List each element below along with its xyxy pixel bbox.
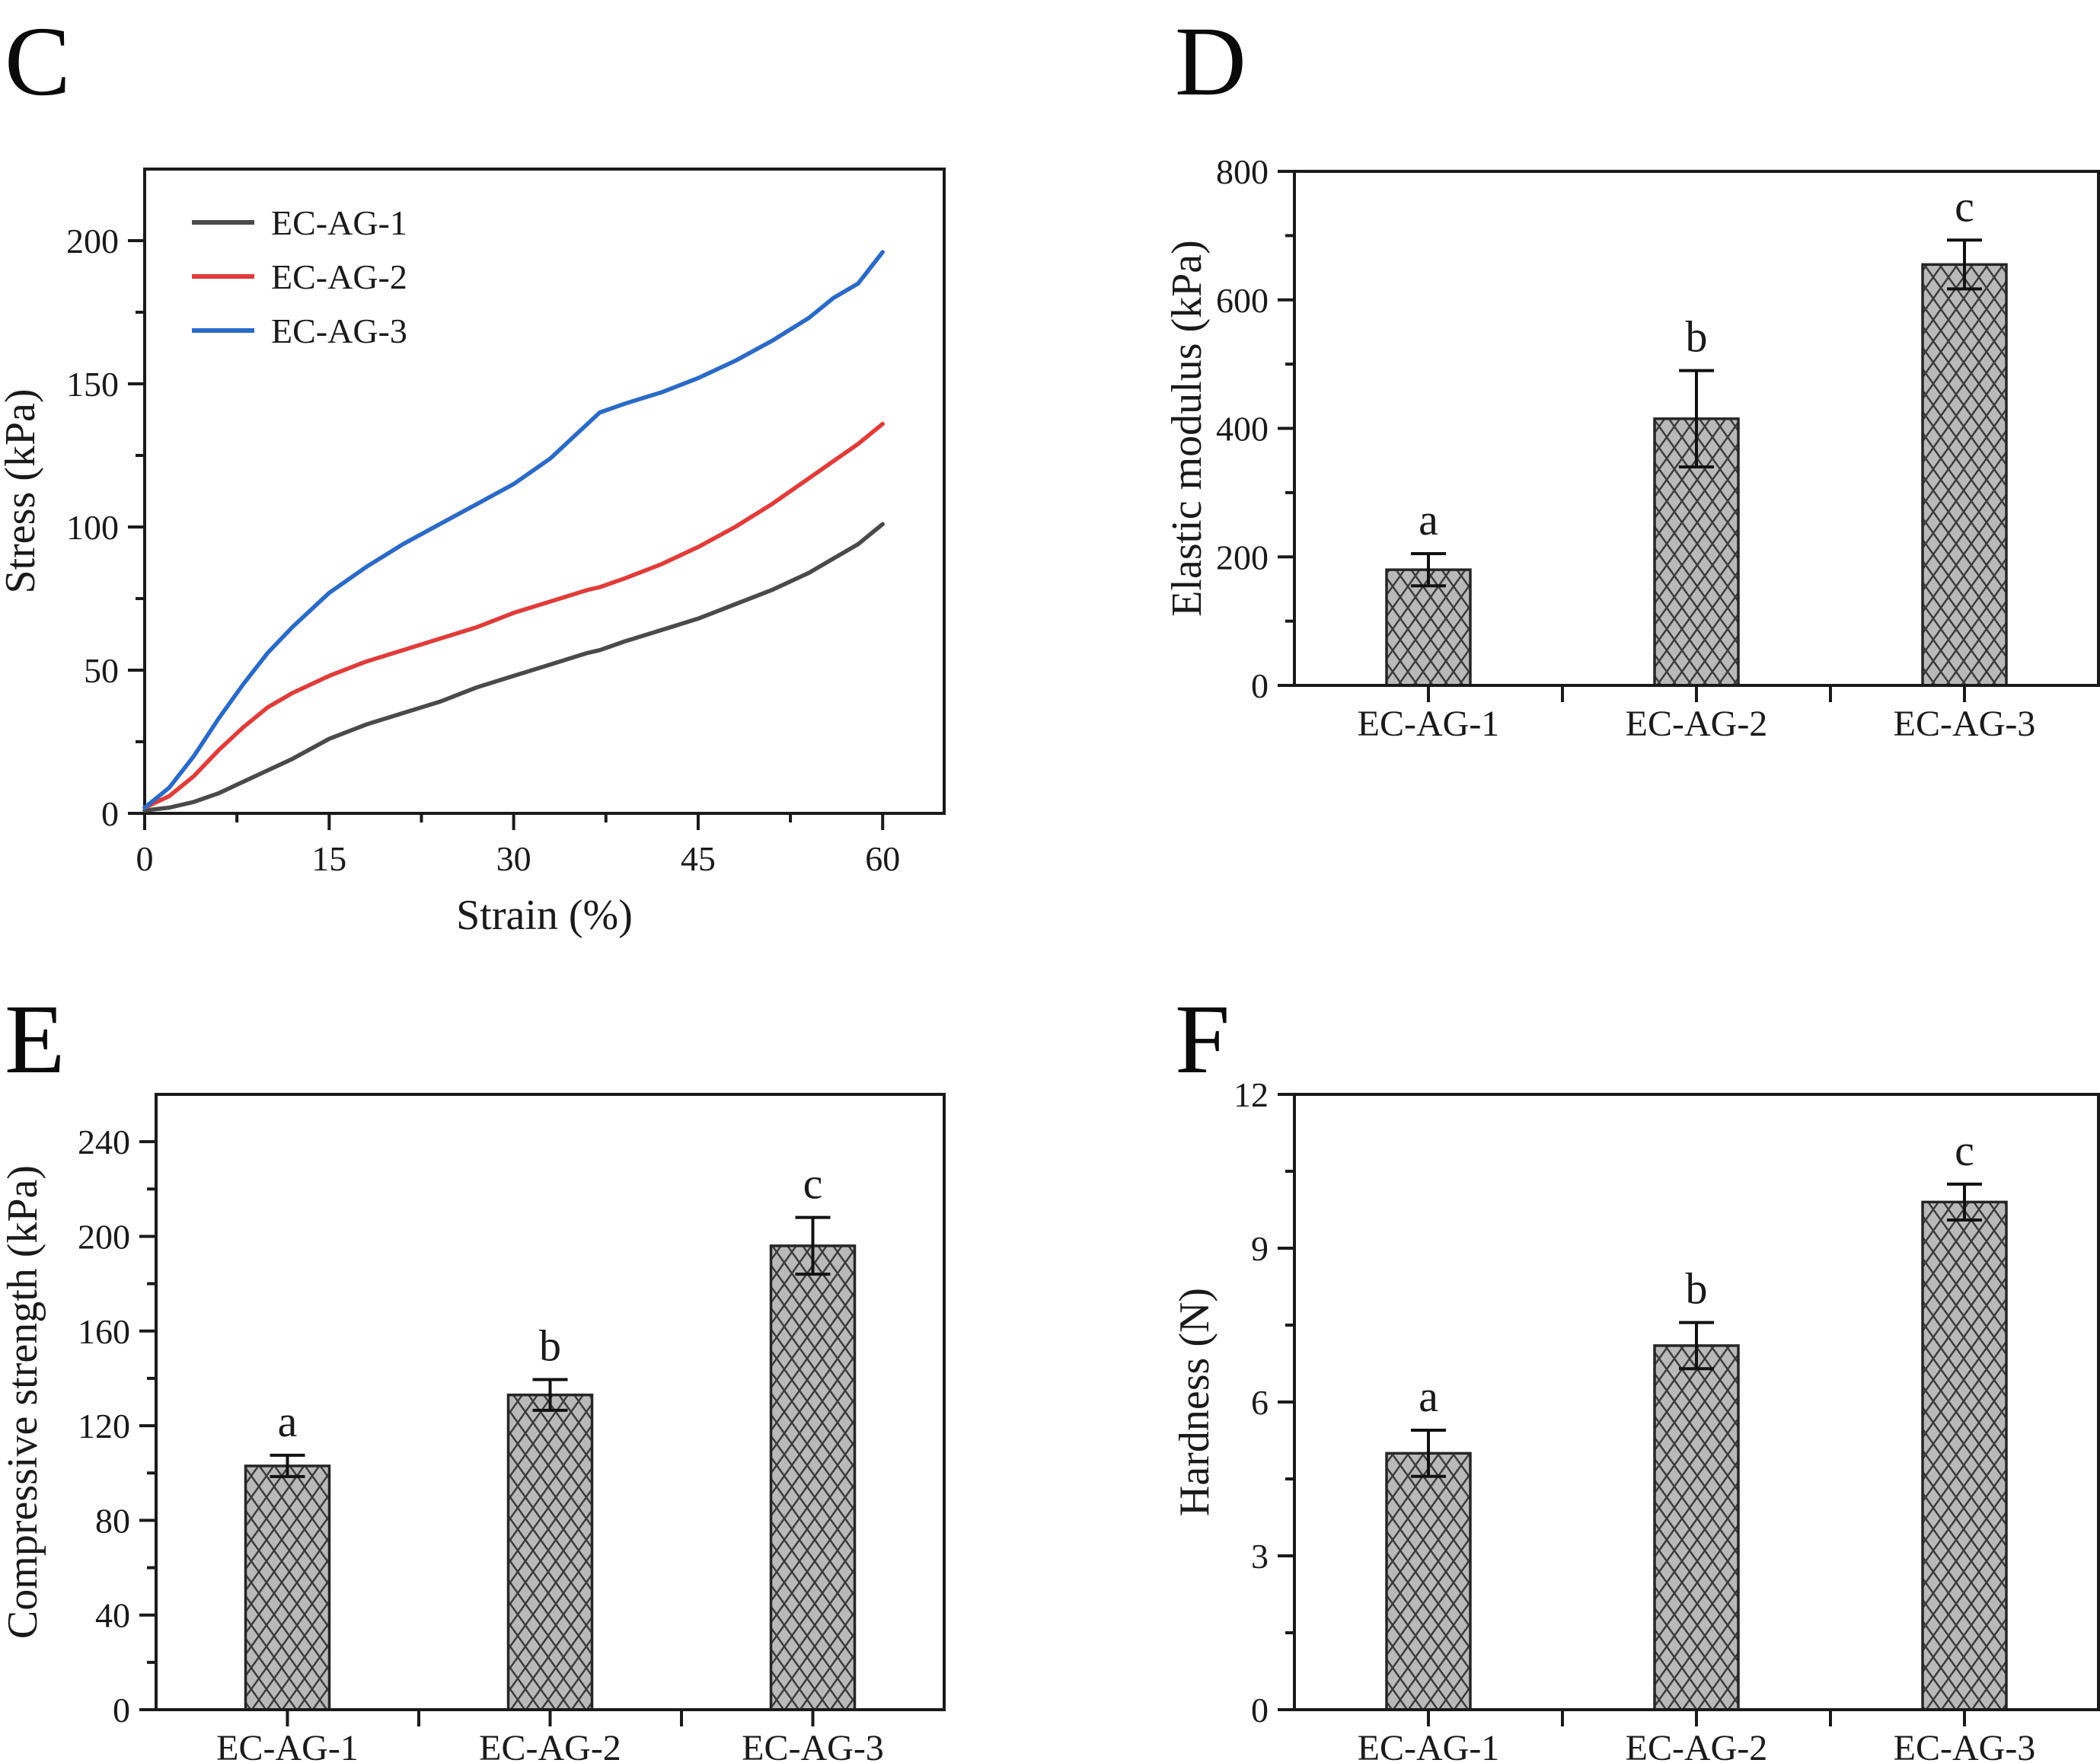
error-bar-ec-ag-1	[270, 1453, 305, 1478]
error-bar-ec-ag-2	[1679, 1321, 1714, 1371]
error-bar-ec-ag-3	[1947, 238, 1982, 291]
error-bar-ec-ag-3	[795, 1215, 831, 1276]
panel-c-stress-strain: C 0 50 100 150 200 0 15 30 45 60 Strain (%) Stress …	[0, 0, 1050, 975]
sig-letter-b: b	[1686, 1264, 1708, 1314]
legend-label-ec-ag-2: EC-AG-2	[271, 257, 407, 296]
y-axis-title: Stress (kPa)	[0, 388, 44, 593]
error-bar-ec-ag-1	[1411, 552, 1446, 588]
bar-ec-ag-3	[1921, 263, 2008, 687]
y-tick-label: 0	[1251, 1691, 1269, 1729]
bar-ec-ag-1	[244, 1464, 331, 1711]
series-line-ec-ag-2	[142, 421, 885, 810]
y-tick-label: 160	[78, 1312, 130, 1351]
bar-ec-ag-2	[506, 1393, 594, 1711]
category-label-ec-ag-1: EC-AG-1	[1358, 1728, 1500, 1763]
y-tick-label: 6	[1251, 1383, 1269, 1422]
elastic-modulus-bar-chart: 0 200 400 600 800 a EC-AG-1 b EC-AG-2 c EC-AG-3 Ela…	[1163, 152, 2100, 744]
y-tick-label: 3	[1251, 1537, 1269, 1576]
plot-frame	[1293, 170, 2100, 687]
panel-d-elastic-modulus: D 0 200 400 600 800 a EC-AG-1 b EC-AG-2 c EC-AG-3 E…	[1050, 0, 2100, 975]
category-label-ec-ag-3: EC-AG-3	[742, 1728, 884, 1763]
series-line-ec-ag-1	[142, 522, 885, 813]
sig-letter-c: c	[1955, 1126, 1974, 1175]
plot-frame	[155, 1093, 946, 1711]
panel-letter-f: F	[1175, 985, 1230, 1094]
x-axis-title: Strain (%)	[456, 892, 633, 939]
bar-ec-ag-3	[1921, 1200, 2008, 1711]
sig-letter-b: b	[1686, 312, 1708, 362]
stress-strain-line-chart: 0 50 100 150 200 0 15 30 45 60 Strain (%) Stress (k…	[0, 168, 946, 939]
y-axis-title: Hardness (N)	[1171, 1288, 1218, 1516]
x-tick-label: 60	[865, 839, 900, 878]
y-tick-label: 0	[101, 794, 119, 833]
series-line-ec-ag-3	[142, 250, 885, 810]
x-tick-label: 15	[311, 839, 346, 878]
plot-frame	[1293, 1093, 2100, 1711]
error-bar-ec-ag-2	[532, 1378, 568, 1412]
y-tick-label: 80	[95, 1501, 130, 1540]
sig-letter-a: a	[1419, 1372, 1438, 1421]
bar-ec-ag-1	[1385, 1452, 1472, 1711]
y-tick-label: 0	[113, 1691, 130, 1729]
y-tick-label: 200	[78, 1217, 130, 1256]
compressive-strength-bar-chart: 0 40 80 120 160 200 240 a EC-AG-1 b EC-AG-2 c EC-AG-…	[0, 1093, 946, 1763]
sig-letter-a: a	[278, 1397, 298, 1446]
x-tick-label: 45	[681, 839, 716, 878]
hardness-bar-chart: 0 3 6 9 12 a EC-AG-1 b EC-AG-2 c EC-AG-3 Hardness (…	[1171, 1075, 2100, 1763]
bar-ec-ag-3	[769, 1244, 857, 1711]
panel-letter-e: E	[5, 985, 65, 1094]
category-label-ec-ag-1: EC-AG-1	[216, 1728, 359, 1763]
bar-ec-ag-2	[1653, 1344, 1740, 1711]
x-tick-label: 30	[496, 839, 531, 878]
y-tick-label: 50	[84, 651, 119, 690]
y-tick-label: 200	[66, 222, 119, 260]
sig-letter-c: c	[1955, 181, 1974, 231]
x-tick-label: 0	[136, 839, 154, 878]
category-label-ec-ag-2: EC-AG-2	[479, 1728, 621, 1763]
panel-e-compressive-strength: E 0 40 80 120 160 200 240 a EC-AG-1 b EC-AG-2 c EC-A…	[0, 975, 1050, 1763]
legend-label-ec-ag-1: EC-AG-1	[271, 203, 407, 242]
category-label-ec-ag-3: EC-AG-3	[1894, 704, 2036, 744]
y-tick-label: 100	[66, 508, 119, 547]
y-tick-label: 600	[1216, 281, 1269, 320]
y-axis-title: Compressive strength (kPa)	[0, 1165, 46, 1639]
category-label-ec-ag-3: EC-AG-3	[1894, 1728, 2036, 1763]
category-label-ec-ag-2: EC-AG-2	[1626, 1728, 1768, 1763]
error-bar-ec-ag-2	[1679, 369, 1714, 469]
sig-letter-a: a	[1419, 495, 1438, 545]
y-tick-label: 0	[1251, 666, 1269, 705]
plot-frame	[143, 168, 946, 815]
y-tick-label: 40	[95, 1596, 130, 1635]
y-tick-label: 120	[78, 1407, 130, 1445]
panel-f-hardness: F 0 3 6 9 12 a EC-AG-1 b EC-AG-2 c EC-AG-3 Hardness…	[1050, 975, 2100, 1763]
panel-letter-d: D	[1175, 7, 1246, 117]
y-tick-label: 200	[1216, 538, 1269, 576]
sig-letter-c: c	[803, 1159, 823, 1209]
panel-letter-c: C	[5, 7, 71, 117]
error-bar-ec-ag-3	[1947, 1182, 1982, 1222]
y-tick-label: 9	[1251, 1229, 1269, 1268]
y-tick-label: 800	[1216, 152, 1269, 191]
y-tick-label: 240	[78, 1123, 130, 1161]
category-label-ec-ag-2: EC-AG-2	[1626, 704, 1768, 744]
y-axis-title: Elastic modulus (kPa)	[1163, 240, 1211, 617]
category-label-ec-ag-1: EC-AG-1	[1358, 704, 1500, 744]
y-tick-label: 12	[1234, 1075, 1269, 1114]
error-bar-ec-ag-1	[1411, 1429, 1446, 1478]
y-tick-label: 400	[1216, 410, 1269, 449]
y-tick-label: 150	[66, 365, 119, 404]
sig-letter-b: b	[539, 1321, 561, 1370]
legend-label-ec-ag-3: EC-AG-3	[271, 311, 407, 350]
